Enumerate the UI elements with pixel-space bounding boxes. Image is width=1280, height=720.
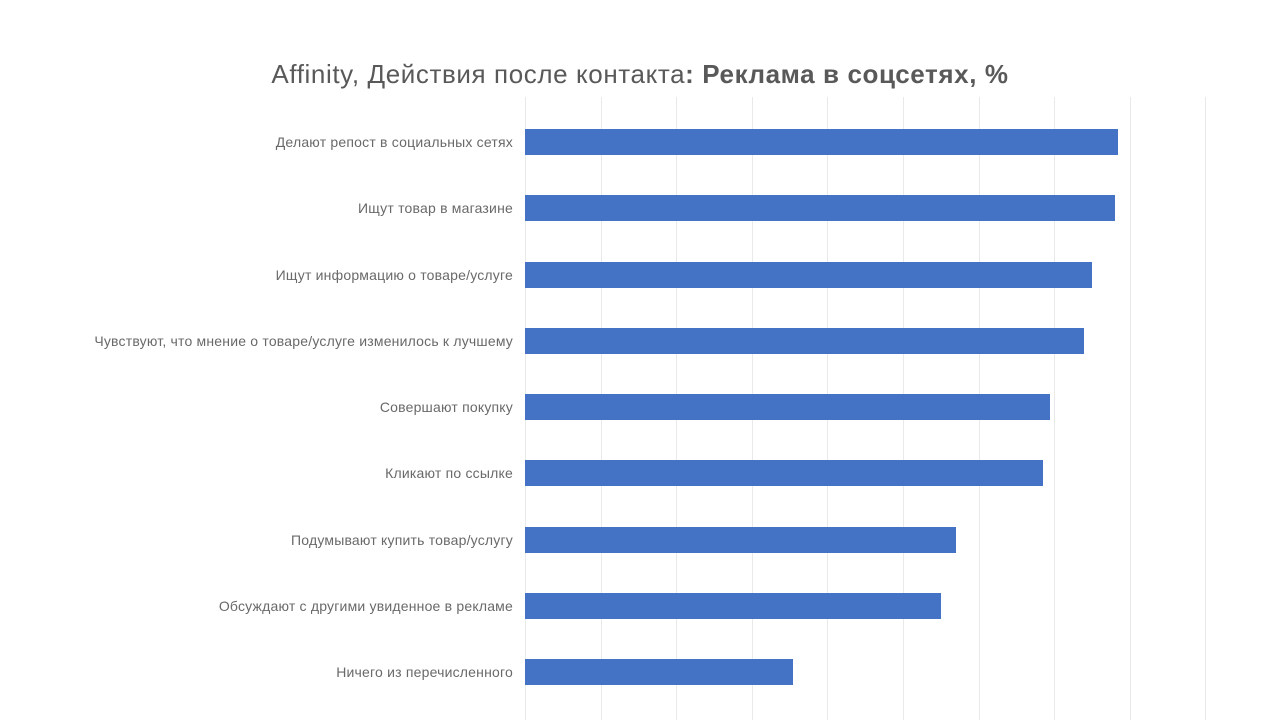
bar [525, 195, 1115, 222]
bar [525, 460, 1043, 487]
category-label: Делают репост в социальных сетях [275, 134, 513, 150]
category-label: Ничего из перечисленного [336, 664, 513, 680]
category-label: Ищут товар в магазине [358, 200, 513, 217]
bar [525, 129, 1119, 155]
gridline [1129, 97, 1131, 720]
category-label: Кликают по ссылке [385, 465, 513, 482]
chart-title-normal: Affinity, Действия после контакта [271, 59, 686, 89]
gridline [1054, 97, 1056, 720]
bar [525, 261, 1092, 288]
gridline [1205, 97, 1207, 720]
bar [525, 327, 1085, 354]
bar [525, 592, 941, 619]
chart-title: Affinity, Действия после контакта: Рекла… [0, 58, 1280, 90]
category-label: Подумывают купить товар/услугу [291, 531, 513, 548]
bar [525, 526, 956, 553]
category-label: Совершают покупку [379, 399, 513, 415]
chart-title-bold: : Реклама в соцсетях, % [685, 59, 1009, 89]
category-label: Обсуждают с другими увиденное в рекламе [218, 597, 513, 614]
bar [525, 394, 1051, 420]
category-label: Ищут информацию о товаре/услуге [275, 266, 513, 283]
bar [525, 659, 794, 685]
category-label: Чувствуют, что мнение о товаре/услуге из… [94, 332, 513, 349]
